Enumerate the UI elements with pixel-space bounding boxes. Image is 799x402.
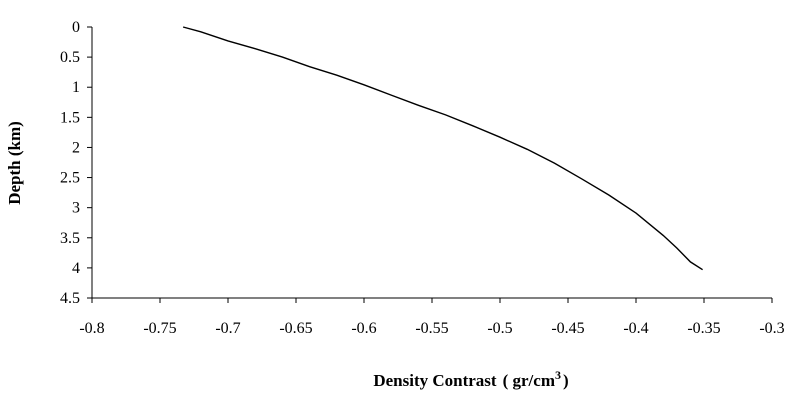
series-line: [182, 26, 703, 271]
x-axis-title-superscript: 3: [555, 368, 561, 382]
x-tick-label: -0.6: [351, 320, 376, 337]
x-tick-label: -0.7: [215, 320, 240, 337]
x-axis-title-text: Density Contrast: [373, 371, 497, 390]
x-axis: -0.8 -0.75 -0.7 -0.65 -0.6 -0.55 -0.5 -0.45 -0.4…: [79, 297, 785, 337]
x-tick-label: -0.35: [687, 320, 720, 337]
x-tick-label: -0.5: [487, 320, 512, 337]
y-axis-title: Depth (km): [5, 121, 24, 205]
x-axis-title: Density Contrast ( gr/cm3): [373, 368, 568, 390]
x-tick-label: -0.8: [79, 320, 104, 337]
y-tick-label: 4: [72, 260, 80, 277]
y-tick-label: 1.5: [60, 109, 80, 126]
x-tick-label: -0.65: [279, 320, 312, 337]
y-tick-label: 0.5: [60, 49, 80, 66]
x-tick-label: -0.3: [759, 320, 784, 337]
plot-area: [182, 26, 703, 271]
x-tick-label: -0.55: [415, 320, 448, 337]
y-tick-label: 2.5: [60, 170, 80, 187]
y-tick-label: 0: [72, 19, 80, 36]
y-axis: 0 0.5 1 1.5 2 2.5 3 3.5 4 4.5: [60, 19, 93, 307]
x-tick-label: -0.45: [551, 320, 584, 337]
y-tick-label: 4.5: [60, 290, 80, 307]
y-tick-label: 3.5: [60, 230, 80, 247]
y-tick-label: 1: [72, 79, 80, 96]
x-axis-title-units: ( gr/cm: [503, 371, 555, 390]
y-tick-label: 2: [72, 139, 80, 156]
x-tick-label: -0.4: [623, 320, 648, 337]
y-tick-label: 3: [72, 200, 80, 217]
x-axis-title-close: ): [563, 371, 569, 390]
x-tick-label: -0.75: [143, 320, 176, 337]
